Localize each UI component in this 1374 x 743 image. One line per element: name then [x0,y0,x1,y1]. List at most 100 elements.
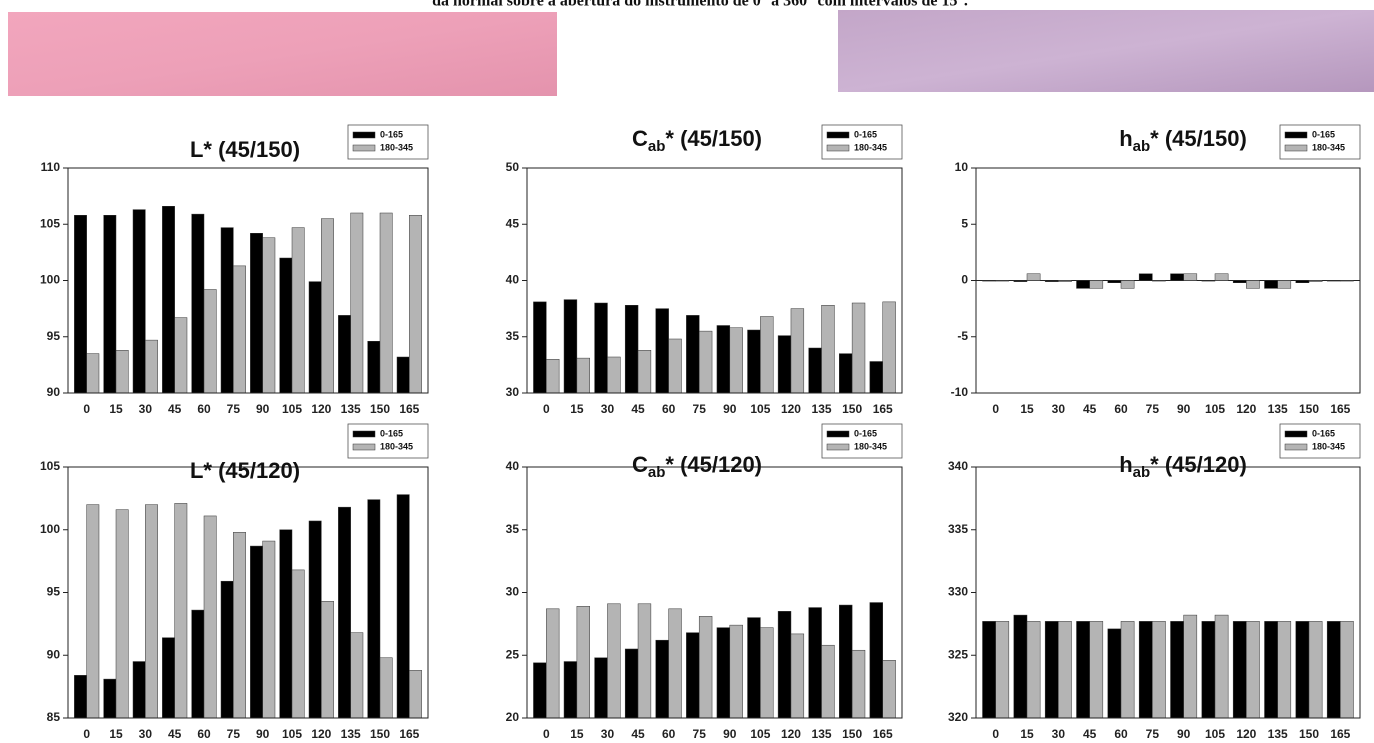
bar [852,650,865,718]
bar [717,326,730,394]
title-rest: * (45/120) [1150,452,1247,477]
x-tick-label: 105 [750,402,770,416]
bar [730,328,743,393]
bar [1058,281,1071,282]
legend-label: 0-165 [854,129,877,139]
bar [145,340,157,393]
bar [74,215,86,393]
bar [1152,281,1165,282]
bar [1045,281,1058,282]
bar [204,290,216,394]
bar [1296,621,1309,718]
legend-swatch [353,132,375,138]
bar [1027,621,1040,718]
x-tick-label: 120 [1236,727,1256,741]
bar [1171,621,1184,718]
legend-label: 180-345 [380,441,413,451]
bar [104,215,116,393]
x-tick-label: 105 [282,402,302,416]
bar [595,658,608,718]
legend-label: 180-345 [854,441,887,451]
bar [577,606,590,718]
bar [533,302,546,393]
legend-label: 180-345 [1312,441,1345,451]
x-tick-label: 30 [1052,727,1066,741]
bar [1309,281,1322,282]
bar [1184,274,1197,281]
bar [175,318,187,393]
pink-swatch [8,12,557,96]
bar [638,350,651,393]
bar [1246,281,1259,289]
x-tick-label: 60 [1114,402,1128,416]
page: {"caption": "da normal sobre a abertura … [0,0,1374,743]
y-tick-label: 95 [47,585,61,599]
bar [116,510,128,718]
bar [1215,274,1228,281]
x-tick-label: 75 [227,727,241,741]
legend-swatch [1285,132,1307,138]
bar [338,315,350,393]
y-tick-label: 90 [47,385,61,399]
bar [730,625,743,718]
bar [546,359,559,393]
y-tick-label: 110 [41,160,61,174]
bar [338,507,350,718]
bar [263,238,275,393]
title-rest: * (45/150) [1150,126,1247,151]
bar [1139,274,1152,281]
y-tick-label: 0 [961,273,968,287]
x-tick-label: 105 [750,727,770,741]
bar [1184,615,1197,718]
x-tick-label: 105 [282,727,302,741]
chart-title: L* (45/120) [190,458,300,483]
x-tick-label: 15 [1020,727,1034,741]
bar [883,660,896,718]
x-tick-label: 120 [781,402,801,416]
legend-label: 0-165 [1312,428,1335,438]
bar [809,348,822,393]
y-tick-label: 95 [47,329,61,343]
x-tick-label: 105 [1205,727,1225,741]
bar [250,546,262,718]
bar [791,309,804,393]
legend-swatch [1285,431,1307,437]
x-tick-label: 135 [812,402,832,416]
bar [607,357,620,393]
legend-swatch [353,444,375,450]
x-tick-label: 15 [109,402,123,416]
bar [839,605,852,718]
bar [104,679,116,718]
bar [748,618,761,718]
y-tick-label: 30 [506,385,520,399]
y-tick-label: 20 [506,710,520,724]
x-tick-label: 0 [543,727,550,741]
y-tick-label: 50 [506,160,520,174]
bar [870,603,883,718]
bar [1121,281,1134,289]
x-tick-label: 120 [781,727,801,741]
bar [638,604,651,718]
bar [116,350,128,393]
y-tick-label: 10 [955,160,969,174]
bar [625,305,638,393]
x-tick-label: 30 [601,402,615,416]
bar [1202,621,1215,718]
x-tick-label: 45 [1083,727,1097,741]
x-tick-label: 15 [570,402,584,416]
bar [839,354,852,393]
x-tick-label: 165 [873,727,893,741]
y-tick-label: 325 [948,647,968,661]
x-tick-label: 60 [662,402,676,416]
x-tick-label: 45 [168,727,182,741]
x-tick-label: 75 [227,402,241,416]
bar [564,300,577,393]
legend-label: 180-345 [380,142,413,152]
bar [309,521,321,718]
bar [221,228,233,393]
bar [564,662,577,718]
bar [1340,281,1353,282]
bar [760,628,773,718]
bar [380,213,392,393]
y-tick-label: 85 [47,710,61,724]
